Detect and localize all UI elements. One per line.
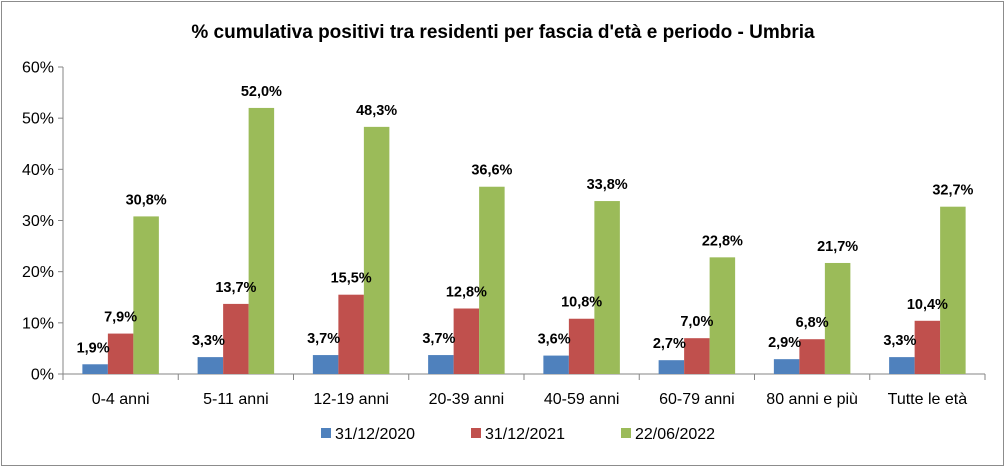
data-label: 33,8% bbox=[587, 177, 628, 193]
data-label: 7,0% bbox=[680, 314, 713, 330]
data-label: 48,3% bbox=[356, 103, 397, 119]
data-label: 3,3% bbox=[883, 333, 916, 349]
data-label: 36,6% bbox=[471, 163, 512, 179]
x-tick-label: 80 anni e più bbox=[766, 391, 858, 408]
bar bbox=[248, 107, 275, 374]
x-tick-label: 40-59 anni bbox=[544, 391, 620, 408]
data-label: 10,4% bbox=[907, 297, 948, 313]
bar bbox=[223, 303, 249, 374]
x-tick-label: 60-79 anni bbox=[659, 391, 735, 408]
y-tick-label: 10% bbox=[22, 315, 54, 332]
legend-swatch bbox=[471, 428, 481, 438]
bar bbox=[940, 206, 966, 374]
data-label: 12,8% bbox=[446, 285, 487, 301]
bar bbox=[338, 294, 364, 374]
bar bbox=[568, 318, 595, 374]
bar bbox=[658, 360, 685, 374]
y-tick-label: 40% bbox=[22, 162, 54, 179]
legend-label: 22/06/2022 bbox=[635, 426, 715, 443]
data-label: 32,7% bbox=[932, 183, 973, 199]
data-label: 10,8% bbox=[561, 295, 602, 311]
bar bbox=[428, 355, 454, 374]
bar bbox=[773, 359, 800, 374]
bar bbox=[684, 338, 710, 374]
x-tick-label: Tutte le età bbox=[888, 391, 968, 408]
bar bbox=[824, 262, 851, 374]
data-label: 2,9% bbox=[768, 335, 801, 351]
bar bbox=[197, 357, 224, 374]
data-label: 3,3% bbox=[192, 333, 225, 349]
legend-swatch bbox=[621, 428, 631, 438]
data-label: 7,9% bbox=[104, 310, 137, 326]
x-tick-label: 20-39 anni bbox=[429, 391, 505, 408]
y-tick-label: 50% bbox=[22, 111, 54, 128]
bar bbox=[914, 320, 941, 374]
data-label: 52,0% bbox=[241, 84, 282, 100]
legend-label: 31/12/2020 bbox=[335, 426, 415, 443]
data-label: 3,6% bbox=[538, 332, 571, 348]
data-label: 21,7% bbox=[817, 239, 858, 255]
data-label: 3,7% bbox=[307, 331, 340, 347]
data-label: 2,7% bbox=[653, 336, 686, 352]
x-tick-label: 12-19 anni bbox=[313, 391, 389, 408]
chart-title: % cumulativa positivi tra residenti per … bbox=[191, 22, 815, 43]
y-tick-label: 0% bbox=[31, 367, 54, 384]
x-tick-label: 5-11 anni bbox=[203, 391, 269, 408]
bar bbox=[594, 201, 620, 374]
data-label: 1,9% bbox=[77, 340, 110, 356]
x-tick-label: 0-4 anni bbox=[92, 391, 150, 408]
data-label: 6,8% bbox=[796, 315, 829, 331]
chart-bars bbox=[82, 107, 966, 375]
bar bbox=[453, 308, 480, 374]
data-label: 15,5% bbox=[331, 271, 372, 287]
bar bbox=[312, 355, 339, 374]
bar bbox=[82, 364, 108, 374]
bar bbox=[133, 216, 159, 374]
bar bbox=[799, 339, 825, 374]
data-label: 22,8% bbox=[702, 233, 743, 249]
chart-axes: 0% 10% 20% 30% 40% 50% 60% 0-4 anni 5-11 anni 12-… bbox=[22, 60, 986, 408]
bar bbox=[363, 126, 390, 375]
data-label: 3,7% bbox=[422, 331, 455, 347]
bar bbox=[709, 257, 736, 374]
bar bbox=[889, 357, 915, 374]
chart-legend: 31/12/2020 31/12/2021 22/06/2022 bbox=[321, 426, 715, 443]
data-label: 30,8% bbox=[126, 192, 167, 208]
y-tick-label: 60% bbox=[22, 60, 54, 77]
chart-data-labels: 1,9% 3,3% 3,7% 3,7% 3,6% 2,7% 2,9% 3,3% 7,9% 13,7… bbox=[77, 84, 974, 356]
data-label: 13,7% bbox=[215, 280, 256, 296]
legend-label: 31/12/2021 bbox=[485, 426, 565, 443]
bar bbox=[107, 333, 134, 374]
bar bbox=[543, 355, 569, 374]
bar bbox=[479, 186, 505, 374]
legend-swatch bbox=[321, 428, 331, 438]
y-tick-label: 30% bbox=[22, 213, 54, 230]
y-tick-label: 20% bbox=[22, 264, 54, 281]
